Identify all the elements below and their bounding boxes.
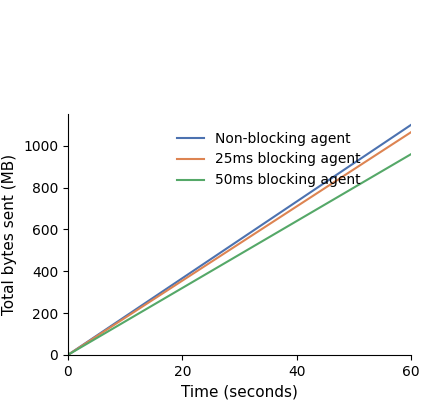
X-axis label: Time (seconds): Time (seconds) [181, 384, 298, 399]
Y-axis label: Total bytes sent (MB): Total bytes sent (MB) [3, 154, 17, 315]
Legend: Non-blocking agent, 25ms blocking agent, 50ms blocking agent: Non-blocking agent, 25ms blocking agent,… [171, 126, 367, 193]
